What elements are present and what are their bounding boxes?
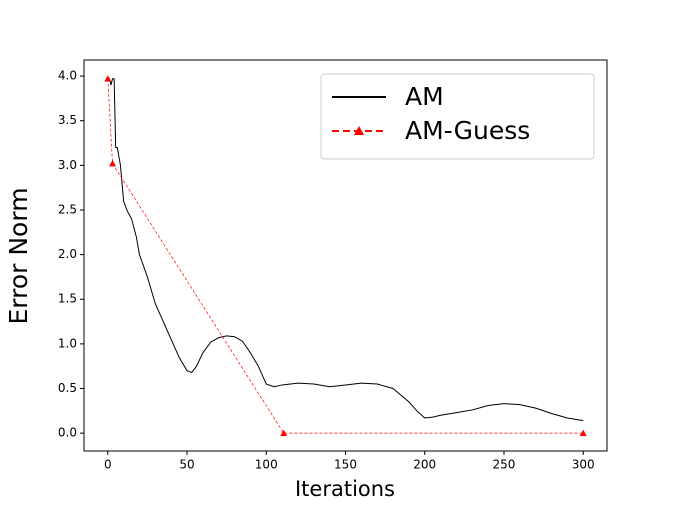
marker xyxy=(280,429,288,436)
marker xyxy=(109,160,117,167)
x-tick-label: 200 xyxy=(413,458,436,472)
series-line xyxy=(107,78,584,422)
x-tick-label: 100 xyxy=(255,458,278,472)
x-axis-label: Iterations xyxy=(295,477,395,501)
y-tick-label: 1.0 xyxy=(58,336,77,350)
legend-label: AM-Guess xyxy=(405,116,530,145)
y-axis-label: Error Norm xyxy=(4,187,33,324)
y-tick-label: 0.5 xyxy=(58,381,77,395)
marker xyxy=(579,429,587,436)
y-tick-label: 3.5 xyxy=(58,113,77,127)
legend-label: AM xyxy=(405,82,444,111)
x-tick-label: 300 xyxy=(572,458,595,472)
series-line xyxy=(107,78,584,434)
legend-box xyxy=(320,73,595,160)
x-tick-label: 50 xyxy=(179,458,194,472)
legend-marker xyxy=(354,126,364,135)
y-tick-label: 0.0 xyxy=(58,426,77,440)
x-tick-label: 150 xyxy=(334,458,357,472)
x-tick-label: 0 xyxy=(104,458,112,472)
y-tick-label: 2.5 xyxy=(58,202,77,216)
y-tick-label: 1.5 xyxy=(58,292,77,306)
y-tick-label: 4.0 xyxy=(58,69,77,83)
y-tick-label: 2.0 xyxy=(58,247,77,261)
x-tick-label: 250 xyxy=(493,458,516,472)
y-tick-label: 3.0 xyxy=(58,158,77,172)
marker xyxy=(104,75,112,82)
